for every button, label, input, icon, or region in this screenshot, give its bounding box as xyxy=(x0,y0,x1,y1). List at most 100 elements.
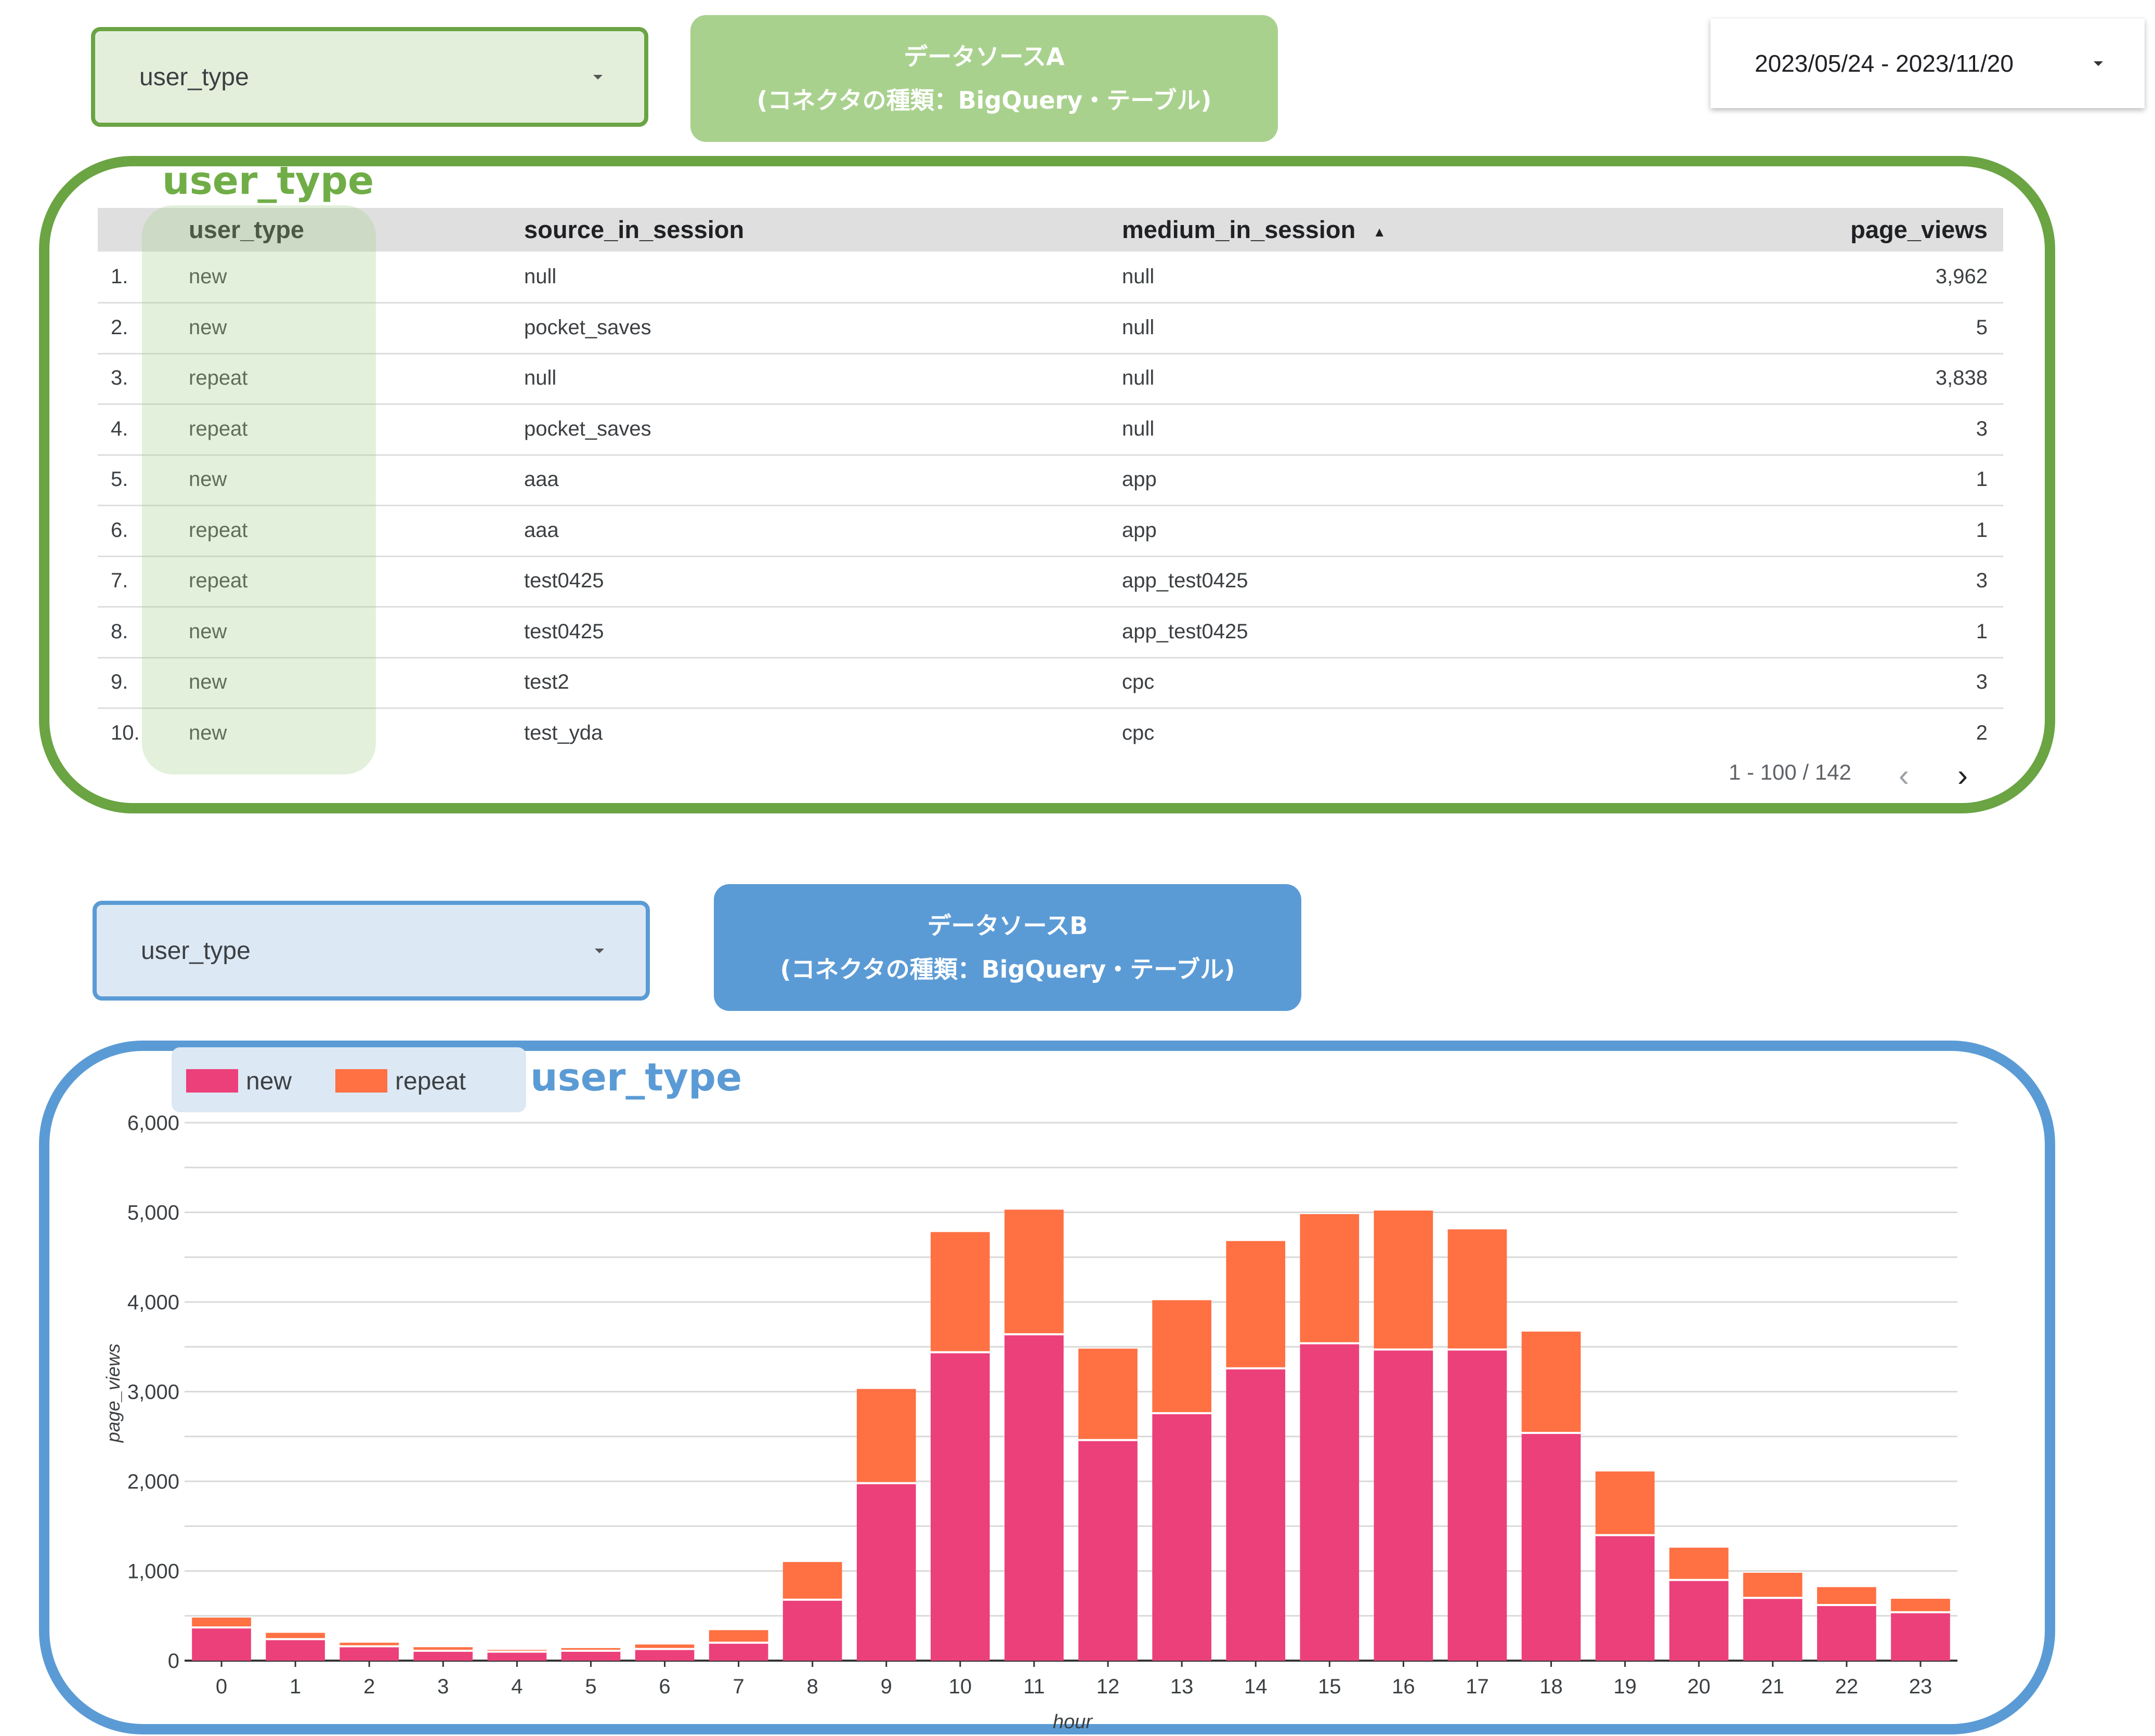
bar-new-hour-23[interactable] xyxy=(1891,1612,1950,1661)
chevron-left-icon[interactable]: ‹ xyxy=(1899,758,1909,793)
cell-source: null xyxy=(524,366,557,389)
bar-repeat-hour-3[interactable] xyxy=(413,1647,473,1651)
cell-user-type: repeat xyxy=(189,518,248,542)
legend-swatch-new xyxy=(186,1069,238,1093)
table-row[interactable]: 5. new aaa app 1 xyxy=(98,454,2003,506)
y-tick-label: 3,000 xyxy=(127,1381,179,1404)
cell-medium: null xyxy=(1122,417,1155,440)
bar-repeat-hour-12[interactable] xyxy=(1078,1348,1138,1440)
table-row[interactable]: 6. repeat aaa app 1 xyxy=(98,505,2003,557)
bar-repeat-hour-5[interactable] xyxy=(561,1648,621,1651)
bar-new-hour-0[interactable] xyxy=(192,1627,251,1661)
row-index: 2. xyxy=(111,315,128,339)
header-medium-in-session[interactable]: medium_in_session ▲ xyxy=(1122,208,1386,252)
x-tick-label: 8 xyxy=(807,1675,818,1698)
data-source-b-callout: データソースB (コネクタの種類：BigQuery・テーブル) xyxy=(714,884,1301,1011)
bar-repeat-hour-13[interactable] xyxy=(1152,1300,1211,1413)
bar-new-hour-17[interactable] xyxy=(1447,1349,1507,1661)
row-index: 9. xyxy=(111,670,128,693)
legend-label-repeat[interactable]: repeat xyxy=(395,1068,466,1095)
bar-new-hour-4[interactable] xyxy=(487,1651,547,1661)
x-tick-label: 11 xyxy=(1023,1675,1045,1698)
bar-repeat-hour-23[interactable] xyxy=(1891,1598,1950,1612)
header-source-in-session[interactable]: source_in_session xyxy=(524,216,745,243)
cell-source: null xyxy=(524,265,557,288)
bar-repeat-hour-10[interactable] xyxy=(931,1232,990,1352)
bar-new-hour-12[interactable] xyxy=(1078,1440,1138,1661)
bar-new-hour-13[interactable] xyxy=(1152,1413,1211,1661)
x-tick-label: 19 xyxy=(1613,1675,1637,1698)
cell-source: test0425 xyxy=(524,620,604,643)
filter-a-value: user_type xyxy=(139,63,249,91)
table-row[interactable]: 9. new test2 cpc 3 xyxy=(98,657,2003,709)
bar-repeat-hour-19[interactable] xyxy=(1595,1471,1655,1535)
date-range-picker[interactable]: 2023/05/24 - 2023/11/20 xyxy=(1710,19,2145,108)
bar-new-hour-9[interactable] xyxy=(856,1483,916,1661)
chevron-right-icon[interactable]: › xyxy=(1957,758,1968,793)
cell-medium: null xyxy=(1122,315,1155,339)
x-tick-label: 10 xyxy=(949,1675,972,1698)
user-type-filter-a[interactable]: user_type xyxy=(91,27,648,127)
bar-repeat-hour-6[interactable] xyxy=(635,1644,695,1649)
bar-repeat-hour-8[interactable] xyxy=(782,1562,842,1600)
bar-new-hour-21[interactable] xyxy=(1743,1598,1803,1661)
table-row[interactable]: 1. new null null 3,962 xyxy=(98,252,2003,304)
table-row[interactable]: 3. repeat null null 3,838 xyxy=(98,353,2003,405)
bar-new-hour-7[interactable] xyxy=(709,1642,768,1661)
bar-new-hour-22[interactable] xyxy=(1817,1605,1876,1661)
bar-repeat-hour-9[interactable] xyxy=(856,1389,916,1483)
bar-new-hour-8[interactable] xyxy=(782,1599,842,1661)
bar-repeat-hour-0[interactable] xyxy=(192,1617,251,1628)
bar-repeat-hour-1[interactable] xyxy=(266,1633,325,1639)
bar-new-hour-1[interactable] xyxy=(266,1639,325,1661)
table-row[interactable]: 8. new test0425 app_test0425 1 xyxy=(98,607,2003,659)
bar-new-hour-2[interactable] xyxy=(339,1646,399,1661)
bar-repeat-hour-22[interactable] xyxy=(1817,1587,1876,1606)
legend-label-new[interactable]: new xyxy=(246,1068,292,1095)
x-tick-label: 14 xyxy=(1244,1675,1268,1698)
bar-new-hour-16[interactable] xyxy=(1374,1349,1433,1661)
bar-new-hour-18[interactable] xyxy=(1521,1432,1581,1661)
bar-repeat-hour-14[interactable] xyxy=(1226,1241,1286,1369)
table-row[interactable]: 10. new test_yda cpc 2 xyxy=(98,708,2003,758)
cell-source: aaa xyxy=(524,468,559,491)
cell-page-views: 2 xyxy=(1976,721,1988,744)
cell-user-type: new xyxy=(189,721,227,744)
bar-repeat-hour-16[interactable] xyxy=(1374,1211,1433,1350)
bar-new-hour-5[interactable] xyxy=(561,1651,621,1661)
bar-new-hour-20[interactable] xyxy=(1669,1580,1729,1661)
cell-user-type: repeat xyxy=(189,569,248,592)
bar-new-hour-3[interactable] xyxy=(413,1651,473,1661)
table-header: user_type source_in_session medium_in_se… xyxy=(98,208,2003,252)
y-tick-label: 6,000 xyxy=(127,1112,179,1135)
bar-repeat-hour-18[interactable] xyxy=(1521,1331,1581,1433)
table-row[interactable]: 4. repeat pocket_saves null 3 xyxy=(98,404,2003,456)
table-row[interactable]: 2. new pocket_saves null 5 xyxy=(98,303,2003,354)
bar-new-hour-6[interactable] xyxy=(635,1649,695,1661)
bar-new-hour-19[interactable] xyxy=(1595,1535,1655,1661)
cell-page-views: 1 xyxy=(1976,518,1988,542)
y-tick-label: 1,000 xyxy=(127,1560,179,1583)
bar-repeat-hour-2[interactable] xyxy=(339,1642,399,1647)
table-row[interactable]: 7. repeat test0425 app_test0425 3 xyxy=(98,556,2003,608)
y-tick-label: 4,000 xyxy=(127,1291,179,1314)
x-tick-label: 21 xyxy=(1761,1675,1785,1698)
bar-repeat-hour-15[interactable] xyxy=(1300,1214,1360,1344)
bar-repeat-hour-11[interactable] xyxy=(1004,1209,1064,1335)
x-tick-label: 4 xyxy=(511,1675,523,1698)
bar-new-hour-14[interactable] xyxy=(1226,1368,1286,1661)
bar-repeat-hour-7[interactable] xyxy=(709,1630,768,1643)
header-page-views[interactable]: page_views xyxy=(1850,216,1988,243)
header-user-type[interactable]: user_type xyxy=(189,216,305,243)
data-source-a-callout: データソースA (コネクタの種類：BigQuery・テーブル) xyxy=(690,15,1278,142)
bar-new-hour-15[interactable] xyxy=(1300,1343,1360,1661)
cell-page-views: 3,962 xyxy=(1935,265,1988,288)
user-type-filter-b[interactable]: user_type xyxy=(93,901,650,1001)
bar-repeat-hour-17[interactable] xyxy=(1447,1229,1507,1350)
bar-repeat-hour-20[interactable] xyxy=(1669,1547,1729,1580)
bar-new-hour-10[interactable] xyxy=(931,1352,990,1661)
bar-repeat-hour-21[interactable] xyxy=(1743,1572,1803,1598)
table-annotation-frame xyxy=(39,156,2055,813)
bar-new-hour-11[interactable] xyxy=(1004,1334,1064,1661)
row-index: 6. xyxy=(111,518,128,542)
